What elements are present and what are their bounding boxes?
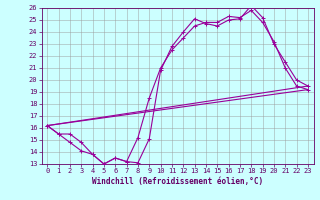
X-axis label: Windchill (Refroidissement éolien,°C): Windchill (Refroidissement éolien,°C) <box>92 177 263 186</box>
